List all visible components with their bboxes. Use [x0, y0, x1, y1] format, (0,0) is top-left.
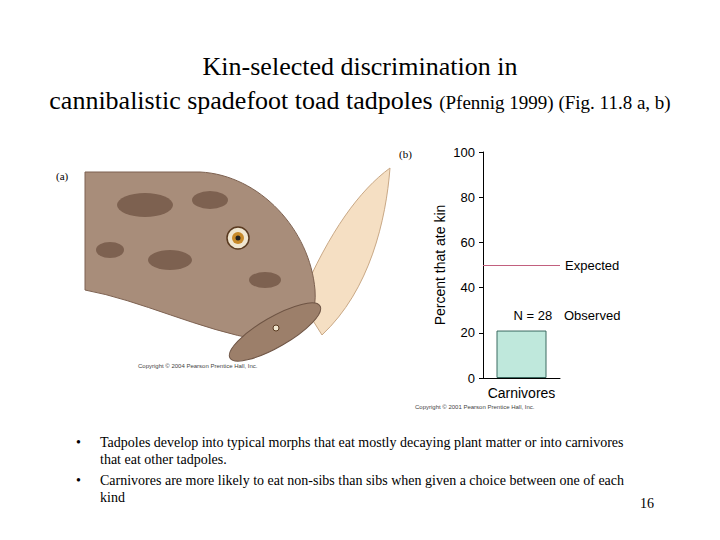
svg-text:60: 60	[461, 235, 475, 250]
svg-text:Percent that ate kin: Percent that ate kin	[432, 205, 448, 326]
svg-text:(b): (b)	[399, 148, 412, 161]
html-text:Kin-selected discrimination in: Kin-selected discrimination in	[202, 52, 518, 81]
html-text:cannibalistic spadefoot toad t: cannibalistic spadefoot toad tadpoles(Pf…	[49, 86, 671, 115]
svg-text:100: 100	[453, 145, 475, 160]
svg-text:Carnivores: Carnivores	[488, 385, 556, 401]
svg-text:40: 40	[461, 280, 475, 295]
svg-text:(a): (a)	[56, 170, 69, 183]
svg-text:N = 28: N = 28	[514, 308, 553, 323]
html-text:16: 16	[640, 496, 654, 511]
svg-text:20: 20	[461, 325, 475, 340]
svg-text:0: 0	[468, 371, 475, 386]
html-text:Tadpoles develop into typical: Tadpoles develop into typical morphs tha…	[100, 435, 624, 467]
svg-text:Copyright © 2001 Pearson Prent: Copyright © 2001 Pearson Prentice Hall, …	[415, 404, 535, 410]
svg-text:Observed: Observed	[564, 308, 620, 323]
svg-text:Copyright © 2004 Pearson Prent: Copyright © 2004 Pearson Prentice Hall, …	[138, 363, 258, 369]
svg-text:Expected: Expected	[565, 258, 619, 273]
html-text:Carnivores are more likely to: Carnivores are more likely to eat non-si…	[100, 473, 624, 505]
svg-text:80: 80	[461, 190, 475, 205]
